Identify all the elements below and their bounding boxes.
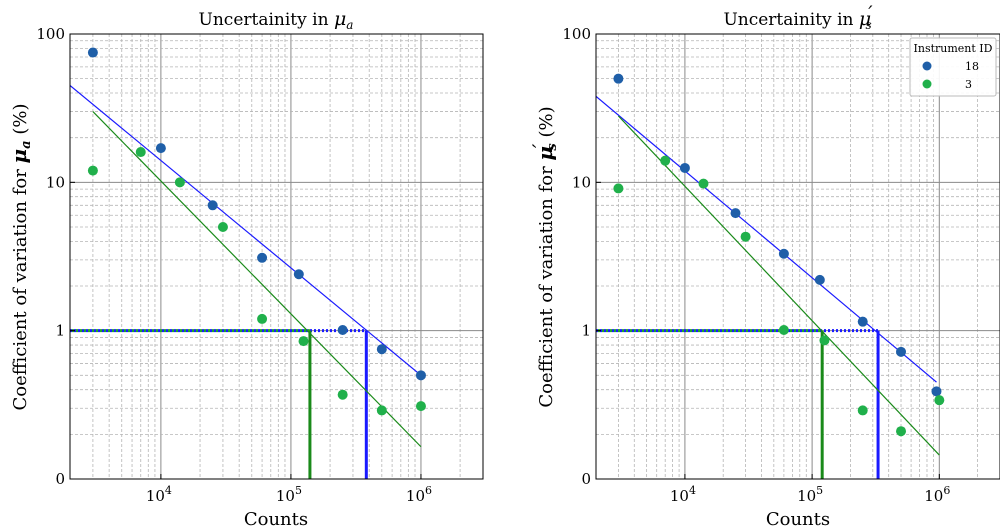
point-series-18 [613, 73, 624, 84]
legend-title: Instrument ID [914, 42, 993, 55]
point-series-18 [679, 162, 690, 173]
left-chart-title: Uncertainity in μa [199, 8, 354, 32]
left-ticks: 0 1 10 100 104 105 106 [36, 25, 432, 505]
left-plot-frame [69, 33, 484, 480]
left-x-axis-label: Counts [244, 509, 308, 530]
left-points [87, 47, 426, 416]
point-series-18 [155, 143, 166, 154]
point-series-3 [740, 231, 751, 242]
y-tick-label: 1 [581, 322, 591, 340]
point-series-18 [293, 269, 304, 280]
x-tick-label: 106 [406, 484, 432, 505]
point-series-3 [135, 147, 146, 158]
point-series-18 [87, 47, 98, 58]
right-points [613, 73, 945, 437]
legend-label-18: 18 [965, 60, 979, 73]
left-y-axis-label: Coefficient of variation for μa (%) [7, 103, 34, 410]
left-chart: 0 1 10 100 104 105 106 Uncertainity in μa Coef… [7, 8, 484, 530]
point-series-3 [613, 183, 624, 194]
point-series-18 [337, 325, 348, 336]
point-series-3 [934, 395, 945, 406]
legend-label-3: 3 [965, 78, 972, 91]
x-tick-label: 106 [924, 484, 950, 505]
point-series-18 [415, 370, 426, 381]
right-fit-lines [596, 95, 940, 456]
point-series-18 [814, 274, 825, 285]
y-tick-label: 0 [581, 470, 591, 488]
right-chart-title: Uncertainity in μ′ s [723, 2, 873, 32]
point-series-3 [298, 336, 309, 347]
legend-marker-18 [922, 61, 932, 71]
right-plot-frame [595, 33, 1000, 480]
legend: Instrument ID 18 3 [909, 37, 997, 97]
x-tick-label: 104 [670, 484, 696, 505]
fit-line-3 [617, 115, 940, 456]
fit-line-18 [70, 84, 422, 376]
point-series-3 [857, 405, 868, 416]
y-tick-label: 1 [55, 322, 65, 340]
legend-marker-3 [922, 79, 932, 89]
point-series-3 [257, 313, 268, 324]
right-y-axis-label: Coefficient of variation for μ′s (%) [529, 106, 560, 407]
y-tick-label: 100 [36, 25, 65, 43]
x-tick-label: 105 [276, 484, 302, 505]
right-x-axis-label: Counts [766, 509, 830, 530]
left-fit-lines [70, 84, 422, 448]
right-ticks: 0 1 10 100 104 105 106 [562, 25, 950, 505]
point-series-3 [87, 165, 98, 176]
point-series-18 [778, 248, 789, 259]
x-tick-label: 105 [797, 484, 823, 505]
y-tick-label: 0 [55, 470, 65, 488]
point-series-3 [415, 401, 426, 412]
point-series-18 [857, 316, 868, 327]
x-tick-label: 104 [146, 484, 172, 505]
point-series-18 [257, 252, 268, 263]
point-series-18 [376, 344, 387, 355]
point-series-3 [698, 178, 709, 189]
point-series-3 [217, 221, 228, 232]
right-reference-lines [596, 329, 880, 479]
point-series-3 [376, 405, 387, 416]
point-series-18 [207, 200, 218, 211]
y-tick-label: 10 [572, 173, 591, 191]
fit-line-18 [596, 95, 937, 383]
left-grid [69, 33, 484, 480]
y-tick-label: 100 [562, 25, 591, 43]
point-series-18 [896, 346, 907, 357]
point-series-3 [174, 177, 185, 188]
point-series-3 [337, 389, 348, 400]
point-series-3 [778, 325, 789, 336]
point-series-3 [896, 426, 907, 437]
point-series-3 [660, 155, 671, 166]
y-tick-label: 10 [46, 173, 65, 191]
legend-box [909, 37, 997, 97]
right-grid [595, 33, 1000, 480]
point-series-18 [730, 208, 741, 219]
fit-line-3 [92, 111, 422, 448]
point-series-3 [819, 335, 830, 346]
point-series-18 [931, 386, 942, 397]
left-reference-lines [70, 329, 368, 479]
right-chart: 0 1 10 100 104 105 106 Uncertainity in μ′ s Coe… [529, 2, 1000, 530]
